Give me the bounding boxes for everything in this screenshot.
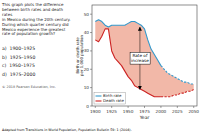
plot-frame xyxy=(92,5,197,106)
y-tick-label: 0 xyxy=(86,104,89,109)
footnote: Adapted from Transitions in World Popula… xyxy=(2,128,132,132)
y-tick xyxy=(90,69,92,70)
question-text: This graph plots the differencebetween b… xyxy=(1,2,71,36)
plot-data xyxy=(95,20,193,97)
y-axis-label: Birth or death rateper 1,000 population xyxy=(75,35,85,76)
legend-swatch xyxy=(96,95,102,96)
x-tick-label: 2025 xyxy=(172,109,183,114)
annotation-line: increase xyxy=(131,58,149,63)
legend-label: Death rate xyxy=(103,98,125,103)
x-tick-label: 1925 xyxy=(106,109,117,114)
rate-of-increase-area xyxy=(95,20,193,97)
annotation-arrow xyxy=(139,64,140,89)
y-axis-label-line: per 1,000 population xyxy=(80,35,85,76)
chart: This graph plots the differencebetween b… xyxy=(0,0,200,135)
y-tick xyxy=(90,14,92,15)
annotation-arrow xyxy=(139,27,140,52)
legend-frame xyxy=(94,93,125,105)
plot-background xyxy=(92,5,197,106)
option: a) 1900–1925 xyxy=(2,46,35,51)
y-tick-label: 40 xyxy=(84,30,90,35)
option: d) 1975–2000 xyxy=(2,72,35,77)
line-observed xyxy=(95,20,161,66)
question-line: rate of population growth? xyxy=(2,31,55,36)
annotation-text: Rate ofincrease xyxy=(131,53,149,63)
annotation: Rate ofincrease xyxy=(130,27,150,89)
x-axis-label: Year xyxy=(139,115,150,120)
line-observed xyxy=(95,29,161,97)
annotation-box xyxy=(130,52,150,64)
legend-swatch xyxy=(96,100,102,101)
y-tick xyxy=(90,32,92,33)
y-tick-label: 50 xyxy=(84,12,90,17)
x-tick-label: 1950 xyxy=(123,109,134,114)
line-projected xyxy=(161,89,194,96)
y-tick-label: 10 xyxy=(84,85,90,90)
copyright: © 2018 Pearson Education, Inc. xyxy=(2,85,56,89)
option: c) 1950–1975 xyxy=(2,63,35,68)
y-tick xyxy=(90,106,92,107)
option: b) 1925–1950 xyxy=(2,55,35,60)
line-projected xyxy=(161,66,194,84)
legend: Birth rateDeath rate xyxy=(94,93,125,105)
x-tick-label: 2050 xyxy=(188,109,199,114)
x-tick-label: 2000 xyxy=(156,109,167,114)
y-tick xyxy=(90,50,92,51)
y-tick xyxy=(90,87,92,88)
x-tick-label: 1975 xyxy=(139,109,150,114)
x-tick-label: 1900 xyxy=(90,109,101,114)
